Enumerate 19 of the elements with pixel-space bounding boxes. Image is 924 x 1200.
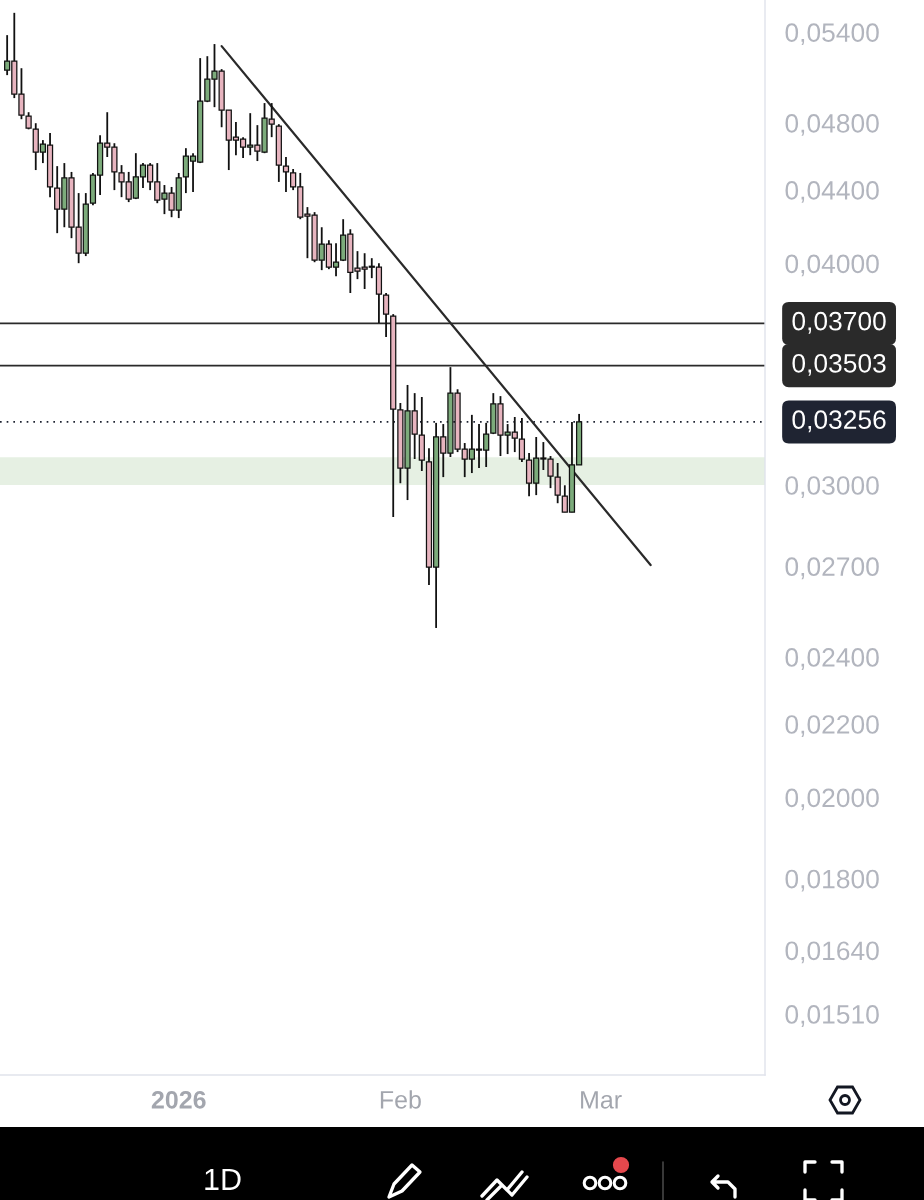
y-tick-label: 0,04400	[785, 181, 879, 203]
y-tick-label: 0,02000	[785, 788, 879, 811]
y-tick-label: 0,05400	[785, 23, 879, 46]
y-tick-label: 0,02400	[785, 648, 879, 670]
ref-line-label: 0,03700	[792, 311, 886, 334]
y-tick-label: 0,02200	[785, 715, 879, 737]
x-tick-label: 2026	[151, 1090, 206, 1109]
y-tick-label: 0,04000	[785, 254, 879, 277]
y-tick-label: 0,01510	[785, 1005, 879, 1027]
x-tick-label: Mar	[581, 1091, 622, 1109]
x-tick-label: Feb	[380, 1090, 421, 1109]
y-tick-label: 0,02700	[785, 557, 879, 580]
y-tick-label: 0,01800	[785, 869, 879, 892]
y-tick-label: 0,03000	[785, 476, 879, 498]
y-tick-label: 0,01640	[785, 941, 879, 964]
y-tick-label: 0,04800	[785, 114, 879, 136]
ref-line-label: 0,03503	[792, 353, 886, 376]
text: 1D	[205, 1168, 241, 1190]
ref-line-label: 0,03256	[792, 410, 886, 433]
